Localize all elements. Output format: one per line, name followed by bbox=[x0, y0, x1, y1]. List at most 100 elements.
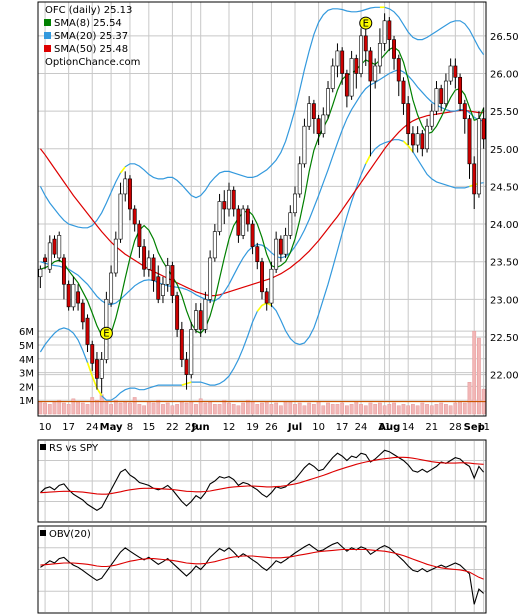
candle-body bbox=[123, 178, 128, 195]
candle-body bbox=[377, 43, 382, 67]
candle-body bbox=[175, 295, 180, 330]
volume-bar bbox=[227, 402, 231, 415]
legend-entry: OBV(20) bbox=[49, 529, 91, 540]
candle-body bbox=[80, 302, 85, 323]
volume-tick-label: 6M bbox=[19, 327, 34, 338]
candle-body bbox=[66, 283, 71, 308]
volume-bar bbox=[151, 402, 156, 415]
x-tick-label: 28 bbox=[449, 422, 462, 433]
volume-bar bbox=[354, 401, 359, 415]
volume-bar bbox=[255, 404, 260, 415]
legend-swatch bbox=[44, 19, 51, 26]
x-tick-label: 15 bbox=[142, 422, 155, 433]
candle-body bbox=[335, 50, 340, 67]
volume-bar bbox=[95, 399, 99, 415]
volume-bar bbox=[462, 402, 467, 415]
volume-bar bbox=[165, 402, 170, 415]
volume-bar bbox=[222, 399, 227, 415]
volume-bar bbox=[373, 404, 378, 415]
volume-bar bbox=[80, 402, 85, 415]
candle-body bbox=[293, 193, 297, 214]
candle-body bbox=[274, 238, 279, 270]
candle-body bbox=[217, 201, 222, 232]
volume-bar bbox=[264, 401, 269, 415]
volume-bar bbox=[344, 405, 349, 415]
legend-entry: SMA(50) 25.48 bbox=[54, 44, 128, 55]
candle-body bbox=[330, 65, 335, 89]
earnings-marker-label: E bbox=[363, 19, 369, 30]
legend-entry: RS vs SPY bbox=[49, 443, 99, 454]
candle-body bbox=[85, 317, 90, 345]
volume-bar bbox=[128, 402, 132, 415]
volume-bar bbox=[439, 402, 444, 415]
candle-body bbox=[462, 103, 467, 119]
volume-bar bbox=[411, 404, 415, 415]
x-tick-label: 12 bbox=[223, 422, 236, 433]
volume-bar bbox=[104, 401, 109, 415]
volume-bar bbox=[278, 405, 283, 415]
candle-body bbox=[212, 231, 217, 259]
bollinger-lower-highlight bbox=[96, 387, 103, 397]
candle-body bbox=[321, 114, 326, 135]
x-tick-label: 17 bbox=[62, 422, 75, 433]
x-tick-label: 22 bbox=[166, 422, 179, 433]
volume-bar bbox=[250, 401, 255, 415]
bollinger-upper-line bbox=[39, 6, 485, 229]
volume-bar bbox=[401, 404, 406, 415]
sma8-line bbox=[40, 46, 485, 340]
x-tick-label: 17 bbox=[336, 422, 349, 433]
x-tick-label: Aug bbox=[378, 422, 400, 433]
candle-body bbox=[453, 65, 458, 78]
y-tick-label: 22.00 bbox=[490, 371, 519, 382]
bollinger-lower-highlight bbox=[86, 362, 93, 377]
volume-bar bbox=[137, 404, 142, 415]
volume-bar bbox=[85, 404, 90, 415]
volume-bar bbox=[387, 404, 392, 415]
earnings-marker bbox=[99, 326, 113, 340]
candle-body bbox=[387, 20, 392, 40]
candle-body bbox=[222, 201, 227, 210]
candle-body bbox=[76, 291, 81, 304]
volume-bar bbox=[321, 405, 326, 415]
volume-bar bbox=[236, 405, 241, 415]
volume-bar bbox=[477, 337, 481, 415]
volume-bar bbox=[142, 405, 147, 415]
legend-entry: SMA(8) 25.54 bbox=[54, 18, 122, 29]
bollinger-lower-highlight bbox=[402, 140, 409, 147]
y-tick-label: 22.50 bbox=[490, 333, 519, 344]
x-tick-label: 29 bbox=[185, 422, 198, 433]
volume-bar bbox=[113, 399, 118, 415]
earnings-marker-label: E bbox=[103, 329, 109, 340]
price-panel-frame bbox=[37, 1, 487, 417]
volume-bar bbox=[47, 404, 52, 415]
volume-bar bbox=[330, 404, 335, 415]
bollinger-lower-highlight bbox=[256, 304, 263, 312]
volume-tick-label: 2M bbox=[19, 382, 34, 393]
x-tick-label: 19 bbox=[246, 422, 259, 433]
volume-bar bbox=[184, 402, 189, 415]
volume-bar bbox=[66, 404, 71, 415]
x-tick-label: 11 bbox=[477, 422, 490, 433]
candle-body bbox=[443, 80, 448, 104]
candle-body bbox=[165, 265, 170, 285]
x-tick-label: 8 bbox=[127, 422, 133, 433]
x-tick-label: 21 bbox=[425, 422, 438, 433]
volume-bar bbox=[156, 399, 161, 415]
candle-body bbox=[170, 265, 175, 296]
candle-body bbox=[47, 242, 52, 270]
candle-body bbox=[425, 125, 430, 150]
candle-body bbox=[354, 58, 359, 74]
volume-bar bbox=[76, 401, 80, 415]
candle-body bbox=[302, 125, 307, 165]
volume-bar bbox=[62, 402, 66, 415]
volume-bar bbox=[57, 399, 62, 415]
candle-body bbox=[359, 35, 363, 74]
volume-bar bbox=[453, 402, 458, 415]
volume-bar bbox=[472, 330, 477, 415]
bollinger-lower-highlight bbox=[261, 302, 268, 307]
candle-body bbox=[264, 291, 269, 304]
candle-body bbox=[415, 133, 420, 146]
candle-body bbox=[297, 163, 302, 195]
volume-bar bbox=[326, 402, 330, 415]
